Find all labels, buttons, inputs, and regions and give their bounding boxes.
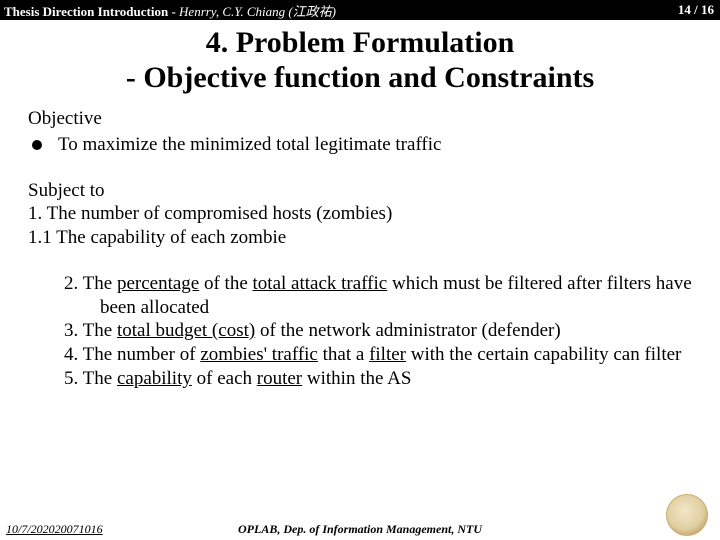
constraint-1: 1. The number of compromised hosts (zomb… [28,202,692,226]
objective-label: Objective [28,107,692,131]
subject-to-label: Subject to [28,179,692,203]
title-line2: - Objective function and Constraints [0,61,720,96]
page-sep: / [691,2,701,17]
header-title: Thesis Direction Introduction - Henrry, … [4,1,336,20]
page-total: 16 [701,2,714,17]
slide-content: Objective To maximize the minimized tota… [0,95,720,391]
objective-bullet-row: To maximize the minimized total legitima… [28,133,692,157]
title-line1: 4. Problem Formulation [0,26,720,61]
bullet-icon [32,140,42,150]
page-counter: 14 / 16 [678,2,720,18]
objective-text: To maximize the minimized total legitima… [58,133,441,157]
header-title-bold: Thesis Direction Introduction - [4,4,179,19]
page-current: 14 [678,2,691,17]
constraint-4: 4. The number of zombies' traffic that a… [28,343,692,367]
constraint-1-1: 1.1 The capability of each zombie [28,226,692,250]
footer-center: OPLAB, Dep. of Information Management, N… [238,522,482,537]
constraint-2: 2. The percentage of the total attack tr… [28,272,692,320]
header-bar: Thesis Direction Introduction - Henrry, … [0,0,720,20]
footer-bar: 10/7/202020071016 OPLAB, Dep. of Informa… [0,518,720,540]
footer-date: 10/7/202020071016 [0,522,103,537]
header-title-italic: Henrry, C.Y. Chiang (江政祐) [179,4,336,19]
slide-title: 4. Problem Formulation - Objective funct… [0,26,720,95]
university-logo-icon [666,494,708,536]
constraint-5: 5. The capability of each router within … [28,367,692,391]
constraint-3: 3. The total budget (cost) of the networ… [28,319,692,343]
